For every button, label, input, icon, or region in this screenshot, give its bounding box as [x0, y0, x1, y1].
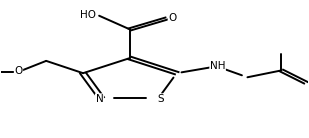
Text: O: O — [168, 13, 176, 23]
Text: O: O — [14, 66, 23, 76]
Text: HO: HO — [80, 10, 96, 20]
Text: S: S — [157, 94, 164, 104]
Text: N: N — [95, 94, 103, 104]
Text: NH: NH — [210, 61, 225, 71]
